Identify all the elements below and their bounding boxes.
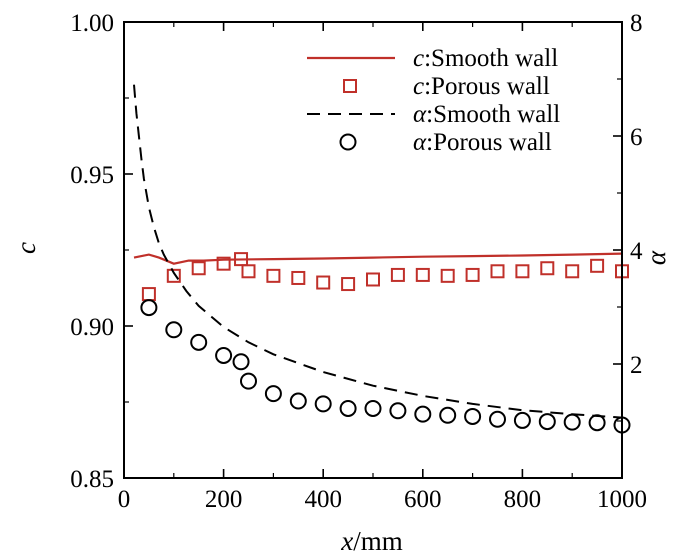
data-point xyxy=(540,261,555,276)
y-right-axis-title: α xyxy=(641,250,671,265)
data-point xyxy=(590,258,605,273)
data-point xyxy=(490,264,505,279)
axes: 0 200 400 600 800 1000 0.85 0.90 0.95 1.00 2 4 6 8 xyxy=(70,10,647,513)
y-right-tick-label: 6 xyxy=(630,124,643,151)
legend: c:Smooth wall c:Porous wall α:Smooth wal… xyxy=(307,45,560,156)
legend-label: α:Smooth wall xyxy=(413,101,560,128)
legend-label-text: :Smooth wall xyxy=(424,45,558,72)
data-point xyxy=(264,385,282,403)
data-point xyxy=(515,264,530,279)
data-point xyxy=(216,256,231,271)
data-point xyxy=(240,372,257,390)
data-point xyxy=(389,402,407,420)
legend-label-var: c xyxy=(413,73,424,100)
data-point xyxy=(563,413,581,431)
legend-label-var: c xyxy=(413,45,424,72)
data-point xyxy=(289,392,307,410)
x-tick-label: 600 xyxy=(404,486,442,513)
x-axis-title-unit: /mm xyxy=(353,526,403,556)
data-point xyxy=(232,353,250,371)
data-point xyxy=(141,287,156,302)
legend-label-text: :Porous wall xyxy=(424,73,550,100)
data-point xyxy=(415,267,430,282)
data-point xyxy=(291,270,306,285)
series-line xyxy=(133,84,623,419)
data-point xyxy=(414,405,432,423)
data-point xyxy=(565,264,580,279)
data-point xyxy=(241,264,256,279)
legend-label: c:Smooth wall xyxy=(413,45,558,72)
legend-label: α:Porous wall xyxy=(413,129,552,156)
x-tick-label: 800 xyxy=(504,486,542,513)
data-point xyxy=(314,395,332,413)
y-right-tick-label: 4 xyxy=(630,238,643,265)
y-left-tick-label: 0.85 xyxy=(70,466,114,493)
series-line xyxy=(133,252,623,265)
data-point xyxy=(166,268,181,283)
legend-label-var: α xyxy=(413,101,427,128)
data-point xyxy=(341,277,356,292)
x-axis-title-var: x xyxy=(340,526,353,556)
data-point xyxy=(165,321,183,339)
series-alpha_porous xyxy=(140,299,631,434)
y-left-axis-title: c xyxy=(11,242,41,254)
data-point xyxy=(266,268,281,283)
data-point xyxy=(439,406,457,424)
series-alpha_smooth xyxy=(133,84,623,419)
data-point xyxy=(513,411,531,429)
y-right-tick-label: 8 xyxy=(630,10,643,37)
legend-entry-alpha-smooth: α:Smooth wall xyxy=(307,101,560,128)
data-point xyxy=(339,399,357,417)
legend-label-var: α xyxy=(413,129,427,156)
x-tick-label: 0 xyxy=(118,486,131,513)
legend-entry-alpha-porous: α:Porous wall xyxy=(339,129,552,156)
data-point xyxy=(440,268,455,283)
legend-label-text: :Porous wall xyxy=(426,129,552,156)
data-point xyxy=(234,252,249,267)
x-tick-label: 200 xyxy=(205,486,243,513)
legend-entry-c-porous: c:Porous wall xyxy=(343,73,550,100)
data-point xyxy=(190,333,208,351)
data-point xyxy=(316,275,331,290)
legend-label-text: :Smooth wall xyxy=(426,101,560,128)
data-point xyxy=(465,267,480,282)
data-point xyxy=(140,299,158,317)
series-c_smooth xyxy=(133,252,623,265)
data-point xyxy=(538,413,556,431)
data-point xyxy=(191,261,206,276)
legend-swatch-circle-marker xyxy=(339,133,357,151)
y-left-tick-label: 1.00 xyxy=(70,10,114,37)
data-point xyxy=(366,272,380,287)
legend-swatch-square-marker xyxy=(343,79,357,93)
data-point xyxy=(390,267,405,282)
legend-entry-c-smooth: c:Smooth wall xyxy=(307,45,558,72)
data-point xyxy=(588,414,606,432)
data-point xyxy=(215,346,233,364)
y-left-tick-label: 0.90 xyxy=(70,314,114,341)
legend-label: c:Porous wall xyxy=(413,73,550,100)
plot-area xyxy=(133,84,631,434)
x-tick-label: 400 xyxy=(304,486,342,513)
x-tick-label: 1000 xyxy=(597,486,647,513)
data-point xyxy=(364,399,382,417)
y-right-tick-label: 2 xyxy=(630,352,643,379)
x-axis-title: x/mm xyxy=(340,526,403,556)
y-left-tick-label: 0.95 xyxy=(70,162,114,189)
data-point xyxy=(489,410,506,428)
data-point xyxy=(464,407,482,425)
